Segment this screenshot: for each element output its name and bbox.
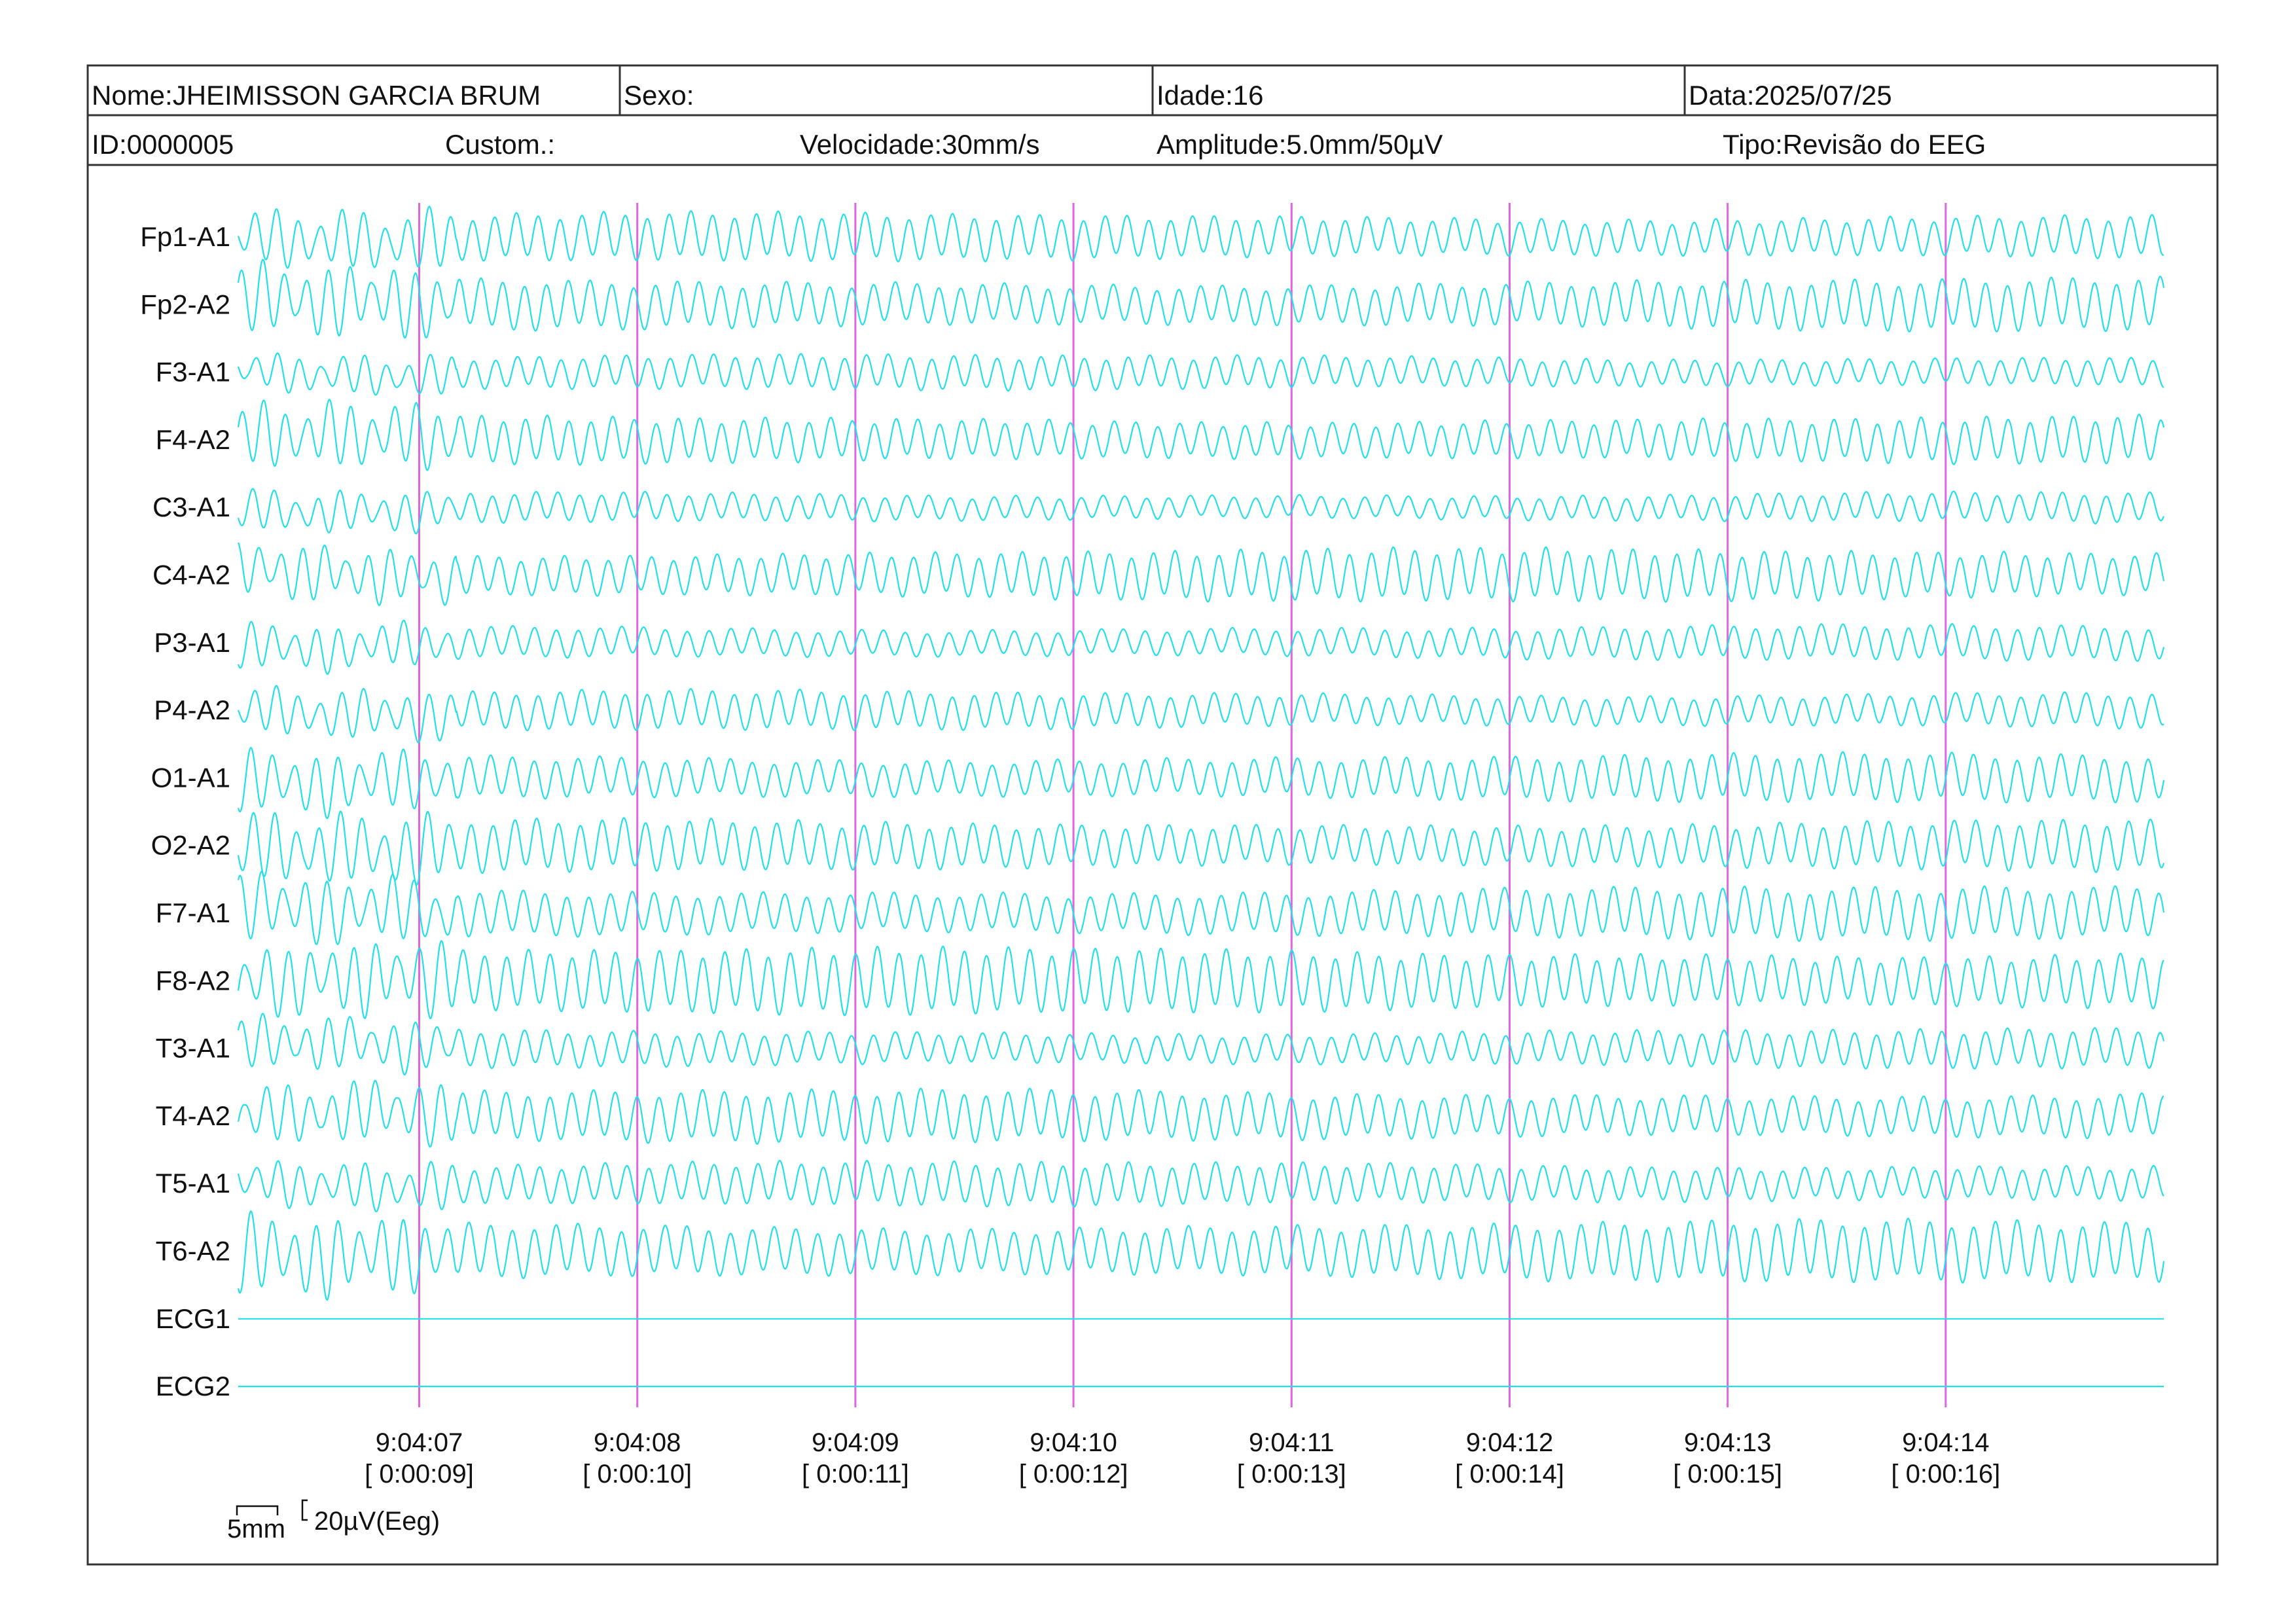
eeg-trace: [237, 1013, 2165, 1076]
channel-label: C4-A2: [152, 560, 230, 590]
amplitude-scale-label: 20µV(Eeg): [314, 1507, 440, 1536]
scale-legend: 5mm 20µV(Eeg): [227, 1499, 440, 1543]
amplitude-scale-bracket: [301, 1499, 308, 1521]
time-tick-elapsed: [ 0:00:09]: [365, 1460, 474, 1489]
channel-label: T5-A1: [156, 1168, 230, 1199]
channel-label: T3-A1: [156, 1033, 230, 1064]
channel-label: P4-A2: [154, 695, 230, 725]
patient-name: Nome:JHEIMISSON GARCIA BRUM: [92, 80, 541, 111]
time-scale-label: 5mm: [227, 1515, 285, 1543]
time-tick-elapsed: [ 0:00:16]: [1891, 1460, 2000, 1489]
eeg-trace: [237, 810, 2165, 886]
time-scale-bracket: [236, 1505, 279, 1515]
eeg-trace: [237, 352, 2164, 396]
eeg-trace: [237, 619, 2165, 675]
eeg-trace: [237, 939, 2164, 1019]
eeg-trace: [237, 685, 2164, 744]
time-tick-clock: 9:04:08: [594, 1428, 681, 1457]
exam-type: Tipo:Revisão do EEG: [1723, 129, 1986, 160]
eeg-trace: [237, 871, 2165, 945]
time-tick-clock: 9:04:13: [1684, 1428, 1771, 1457]
exam-date: Data:2025/07/25: [1689, 80, 1892, 111]
time-tick-clock: 9:04:07: [376, 1428, 463, 1457]
patient-id: ID:0000005: [92, 129, 234, 160]
channel-label: O2-A2: [151, 830, 230, 861]
channel-label: C3-A1: [152, 492, 230, 522]
patient-age: Idade:16: [1157, 80, 1264, 111]
time-tick-clock: 9:04:10: [1030, 1428, 1117, 1457]
time-tick-clock: 9:04:11: [1249, 1428, 1335, 1457]
amplitude-setting: Amplitude:5.0mm/50µV: [1157, 129, 1443, 160]
time-tick-elapsed: [ 0:00:15]: [1673, 1460, 1782, 1489]
patient-sex: Sexo:: [624, 80, 694, 111]
channel-label: F4-A2: [156, 424, 230, 455]
time-tick-clock: 9:04:14: [1902, 1428, 1989, 1457]
eeg-trace: [237, 259, 2165, 339]
channel-label: F3-A1: [156, 357, 230, 388]
time-tick-elapsed: [ 0:00:14]: [1455, 1460, 1564, 1489]
eeg-trace: [237, 1079, 2164, 1148]
time-tick-elapsed: [ 0:00:11]: [802, 1460, 909, 1489]
report-frame: [86, 64, 2219, 1566]
eeg-traces: [237, 206, 2165, 1388]
eeg-trace: [237, 746, 2165, 820]
channel-label: F7-A1: [156, 897, 230, 928]
eeg-trace: [237, 1210, 2165, 1301]
channel-label: T6-A2: [156, 1236, 230, 1267]
channel-label: F8-A2: [156, 965, 230, 996]
channel-label: ECG1: [156, 1303, 230, 1334]
second-markers: [418, 203, 1947, 1407]
channel-label: Fp1-A1: [140, 221, 230, 252]
time-tick-elapsed: [ 0:00:13]: [1237, 1460, 1346, 1489]
custom-field: Custom.:: [445, 129, 555, 160]
time-tick-clock: 9:04:12: [1466, 1428, 1553, 1457]
paper-speed: Velocidade:30mm/s: [800, 129, 1040, 160]
channel-labels: Fp1-A1 Fp2-A2 F3-A1 F4-A2 C3-A1 C4-A2 P3-A1 P4-…: [140, 221, 230, 1401]
channel-label: O1-A1: [151, 762, 230, 793]
eeg-trace: [237, 206, 2164, 269]
channel-label: ECG2: [156, 1371, 230, 1401]
time-axis: 9:04:07 [ 0:00:09] 9:04:08 [ 0:00:10] 9:04:0…: [365, 1428, 2000, 1489]
channel-label: P3-A1: [154, 627, 230, 658]
channel-label: T4-A2: [156, 1100, 230, 1131]
eeg-trace: [237, 488, 2165, 535]
eeg-trace: [237, 1159, 2164, 1213]
eeg-trace: [237, 542, 2165, 607]
eeg-trace: [237, 399, 2165, 471]
time-tick-elapsed: [ 0:00:10]: [583, 1460, 692, 1489]
time-tick-elapsed: [ 0:00:12]: [1019, 1460, 1128, 1489]
channel-label: Fp2-A2: [140, 289, 230, 319]
time-tick-clock: 9:04:09: [812, 1428, 899, 1457]
